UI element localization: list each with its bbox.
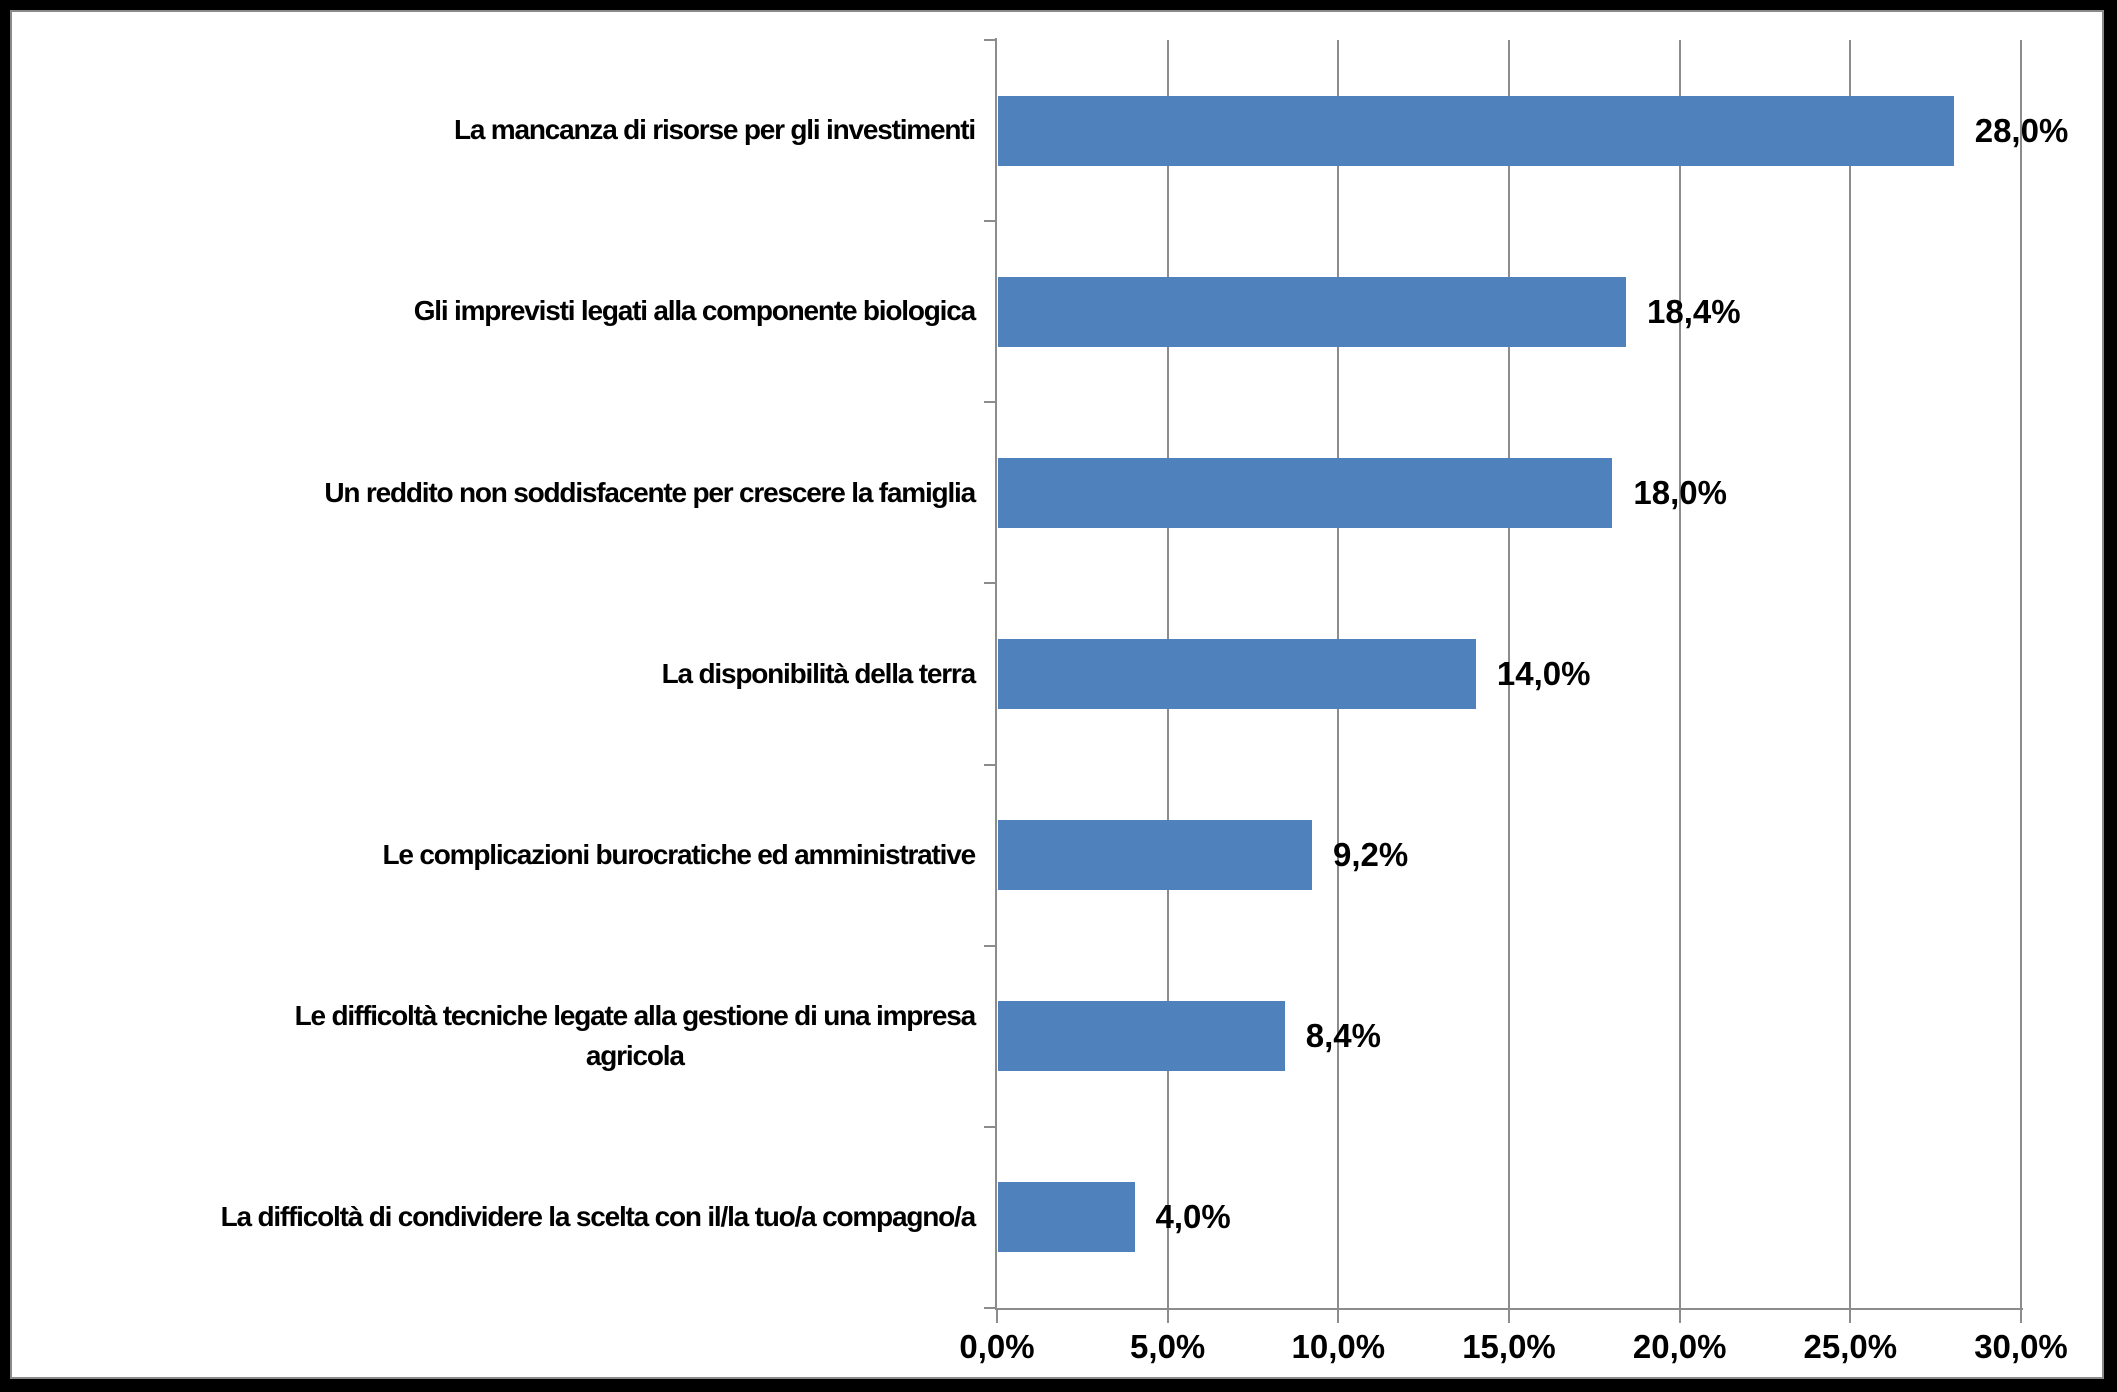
gridline-15,0% — [1508, 40, 1510, 1308]
x-axis-tick-label: 25,0% — [1803, 1328, 1898, 1365]
value-axis-tick — [1849, 1310, 1852, 1323]
category-axis-tick — [984, 401, 996, 404]
bar-value-label: 9,2% — [1333, 836, 1409, 874]
category-label: Un reddito non soddisfacente per crescer… — [324, 476, 976, 508]
value-axis-tick — [1337, 1310, 1340, 1323]
category-axis-line — [995, 38, 997, 1310]
category-axis-tick — [984, 763, 996, 766]
value-axis-line — [995, 1308, 2023, 1310]
category-label: La difficoltà di condividere la scelta c… — [220, 1201, 977, 1233]
gridline-25,0% — [1849, 40, 1852, 1308]
category-label: Gli imprevisti legati alla componente bi… — [413, 295, 976, 327]
gridline-30,0% — [2020, 40, 2022, 1308]
category-label-cell: Gli imprevisti legati alla componente bi… — [15, 221, 976, 402]
category-axis-tick — [984, 220, 996, 223]
bar-value-label: 14,0% — [1496, 655, 1591, 692]
bar-5 — [998, 820, 1313, 891]
bar-7 — [998, 1182, 1135, 1253]
value-axis-tick — [1508, 1310, 1510, 1323]
x-axis-tick-label: 5,0% — [1130, 1328, 1206, 1365]
bar-value-label: 18,0% — [1633, 473, 1727, 511]
category-axis-tick — [984, 582, 996, 585]
category-axis-tick — [984, 1307, 996, 1309]
x-axis-tick-label: 20,0% — [1632, 1328, 1727, 1365]
x-axis-tick-label: 0,0% — [959, 1328, 1035, 1365]
bar-6 — [998, 1001, 1285, 1072]
x-axis-tick-label: 10,0% — [1291, 1328, 1386, 1365]
category-label-cell: La difficoltà di condividere la scelta c… — [15, 1127, 977, 1308]
bar-3 — [998, 457, 1613, 528]
category-label: La mancanza di risorse per gli investime… — [453, 114, 976, 146]
category-label-cell: Un reddito non soddisfacente per crescer… — [15, 402, 976, 583]
category-label: Le complicazioni burocratiche ed amminis… — [382, 838, 977, 870]
bar-4 — [998, 639, 1476, 709]
category-label: Le difficoltà tecniche legate alla gesti… — [294, 999, 977, 1072]
category-label-cell: La disponibilità della terra — [15, 583, 977, 764]
bar-value-label: 28,0% — [1974, 111, 2069, 149]
category-label: La disponibilità della terra — [661, 657, 977, 689]
bar-value-label: 18,4% — [1647, 292, 1741, 330]
bar-2 — [998, 276, 1627, 347]
value-axis-tick — [996, 1310, 998, 1323]
bar-value-label: 8,4% — [1305, 1017, 1381, 1055]
category-label-cell: Le difficoltà tecniche legate alla gesti… — [15, 946, 977, 1127]
gridline-20,0% — [1678, 40, 1681, 1308]
x-axis-tick-label: 15,0% — [1462, 1328, 1556, 1365]
value-axis-tick — [1678, 1310, 1681, 1323]
bar-1 — [998, 95, 1954, 166]
category-axis-tick — [984, 944, 996, 947]
category-axis-tick — [984, 1125, 996, 1128]
x-axis-tick-label: 30,0% — [1974, 1328, 2068, 1365]
category-label-cell: Le complicazioni burocratiche ed amminis… — [15, 765, 977, 946]
category-axis-tick — [984, 39, 996, 41]
bar-value-label: 4,0% — [1155, 1198, 1231, 1236]
category-label-cell: La mancanza di risorse per gli investime… — [15, 40, 976, 221]
value-axis-tick — [2020, 1310, 2022, 1323]
value-axis-tick — [1166, 1310, 1169, 1323]
